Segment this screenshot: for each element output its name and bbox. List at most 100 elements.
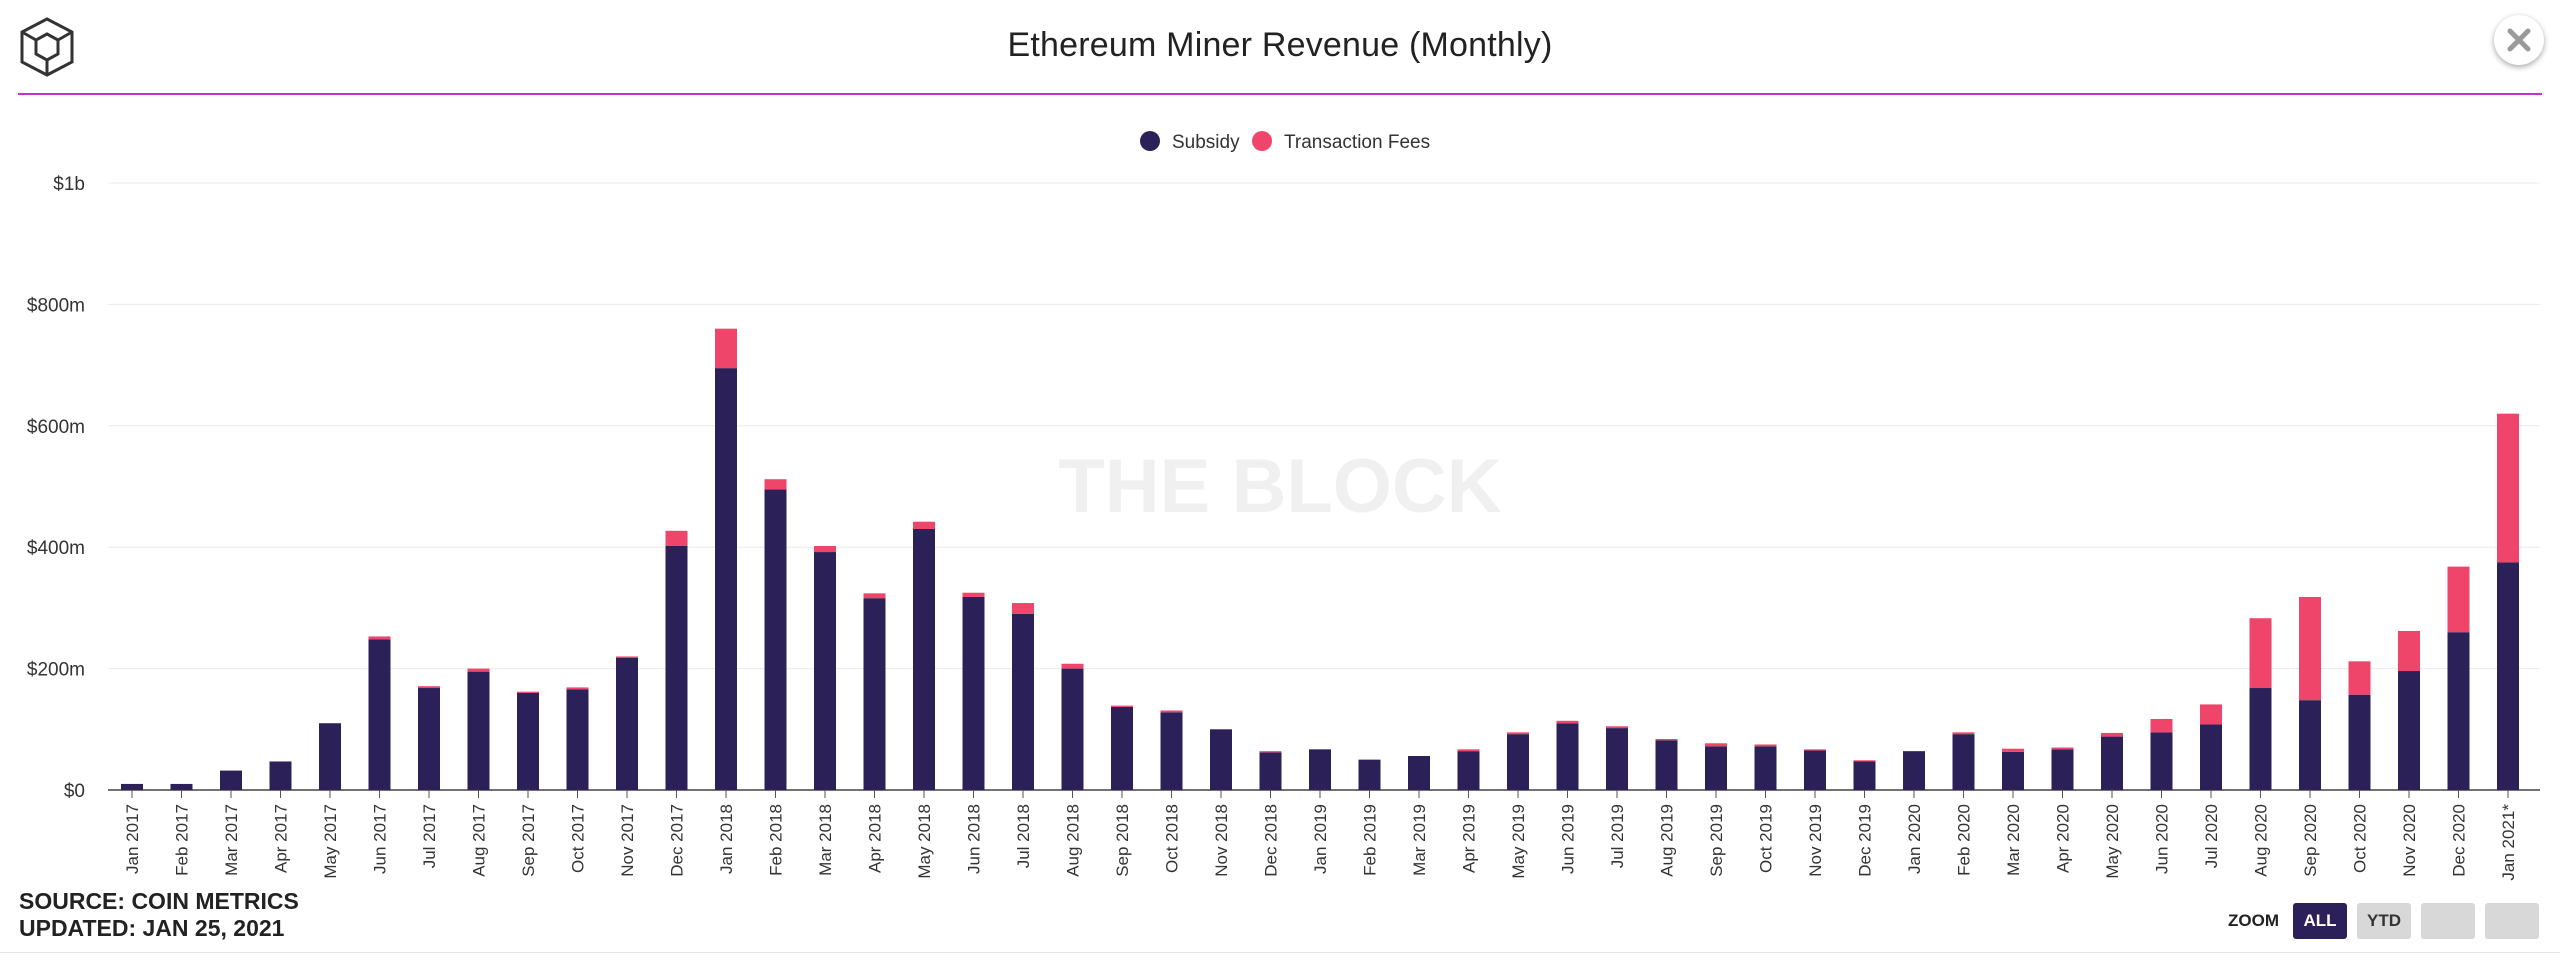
bar-subsidy bbox=[2051, 749, 2074, 790]
bar-transaction-fees bbox=[2101, 732, 2123, 737]
bar-subsidy bbox=[220, 770, 242, 790]
bar-subsidy bbox=[2299, 700, 2321, 790]
x-tick-label: May 2018 bbox=[915, 804, 934, 879]
bar-subsidy bbox=[913, 528, 935, 790]
x-tick-label: Sep 2019 bbox=[1707, 804, 1726, 877]
bar-subsidy bbox=[2447, 632, 2470, 790]
x-tick-label: Jan 2021* bbox=[2499, 804, 2518, 881]
bar-transaction-fees bbox=[1754, 744, 1777, 747]
bar-subsidy bbox=[665, 545, 688, 790]
x-tick-label: Apr 2020 bbox=[2054, 804, 2073, 873]
bar-subsidy bbox=[1606, 728, 1628, 790]
bar-transaction-fees bbox=[2150, 718, 2173, 733]
legend-swatch-subsidy bbox=[1140, 131, 1160, 151]
bar-subsidy bbox=[1111, 706, 1133, 790]
bar-transaction-fees bbox=[368, 636, 391, 640]
bar-transaction-fees bbox=[814, 545, 836, 553]
bar-transaction-fees bbox=[1160, 710, 1183, 713]
bar-transaction-fees bbox=[1012, 603, 1034, 614]
bar-subsidy bbox=[1457, 751, 1480, 790]
bar-transaction-fees bbox=[1457, 749, 1480, 752]
bar-subsidy bbox=[2398, 671, 2420, 790]
bar-transaction-fees bbox=[1556, 720, 1579, 724]
x-tick-label: Feb 2017 bbox=[173, 804, 192, 876]
x-tick-label: Oct 2018 bbox=[1163, 804, 1182, 873]
bar-transaction-fees bbox=[1804, 749, 1826, 751]
bar-subsidy bbox=[1408, 756, 1430, 790]
x-tick-label: Nov 2017 bbox=[618, 804, 637, 877]
bar-subsidy bbox=[2150, 732, 2173, 790]
bar-subsidy bbox=[1358, 759, 1381, 790]
x-tick-label: Dec 2020 bbox=[2450, 804, 2469, 877]
bar-subsidy bbox=[1160, 712, 1183, 790]
bar-subsidy bbox=[616, 657, 638, 790]
bar-subsidy bbox=[467, 671, 490, 790]
x-tick-label: Dec 2019 bbox=[1856, 804, 1875, 877]
zoom-ytd-button[interactable]: YTD bbox=[2357, 903, 2411, 939]
bar-transaction-fees bbox=[2002, 748, 2024, 752]
x-tick-label: Nov 2020 bbox=[2400, 804, 2419, 877]
x-tick-label: Jun 2017 bbox=[371, 804, 390, 874]
bar-subsidy bbox=[1556, 723, 1579, 790]
bar-transaction-fees bbox=[1655, 739, 1678, 741]
bar-transaction-fees bbox=[1111, 705, 1133, 707]
bar-subsidy bbox=[1655, 740, 1678, 790]
bar-subsidy bbox=[517, 692, 539, 790]
x-tick-label: Jun 2020 bbox=[2153, 804, 2172, 874]
bar-subsidy bbox=[764, 489, 787, 790]
bar-subsidy bbox=[1952, 734, 1975, 790]
x-tick-label: Apr 2017 bbox=[272, 804, 291, 873]
bar-subsidy bbox=[1804, 750, 1826, 790]
bar-transaction-fees bbox=[1853, 760, 1876, 762]
source-note: SOURCE: COIN METRICS UPDATED: JAN 25, 20… bbox=[19, 888, 299, 942]
bar-subsidy bbox=[1012, 613, 1034, 790]
bar-transaction-fees bbox=[2497, 413, 2519, 563]
close-button[interactable] bbox=[2494, 15, 2544, 65]
bar-subsidy bbox=[2200, 724, 2222, 790]
legend-label-subsidy: Subsidy bbox=[1172, 132, 1240, 153]
bar-transaction-fees bbox=[616, 656, 638, 658]
bar-transaction-fees bbox=[1606, 726, 1628, 729]
bar-subsidy bbox=[1210, 729, 1232, 790]
x-tick-label: Aug 2019 bbox=[1658, 804, 1677, 877]
source-label: SOURCE: COIN METRICS bbox=[19, 888, 299, 914]
x-tick-label: Jan 2019 bbox=[1311, 804, 1330, 874]
bar-transaction-fees bbox=[1952, 732, 1975, 735]
header-divider bbox=[18, 93, 2542, 95]
x-tick-label: Aug 2020 bbox=[2252, 804, 2271, 877]
y-tick-label: $0 bbox=[64, 781, 85, 802]
y-tick-label: $200m bbox=[27, 660, 85, 681]
x-tick-label: Mar 2017 bbox=[222, 804, 241, 876]
x-tick-label: May 2017 bbox=[321, 804, 340, 879]
x-tick-label: Mar 2020 bbox=[2004, 804, 2023, 876]
x-tick-label: Aug 2017 bbox=[470, 804, 489, 877]
bar-subsidy bbox=[566, 689, 589, 790]
x-tick-label: Nov 2018 bbox=[1212, 804, 1231, 877]
bar-subsidy bbox=[1309, 749, 1331, 790]
zoom-range-button-2[interactable] bbox=[2485, 903, 2539, 939]
bar-transaction-fees bbox=[2398, 630, 2420, 672]
bar-transaction-fees bbox=[913, 521, 935, 529]
bar-transaction-fees bbox=[467, 668, 490, 672]
bar-transaction-fees bbox=[715, 328, 737, 369]
x-tick-label: Sep 2018 bbox=[1113, 804, 1132, 877]
x-tick-label: May 2020 bbox=[2103, 804, 2122, 879]
bar-transaction-fees bbox=[418, 686, 440, 689]
x-tick-label: Oct 2019 bbox=[1757, 804, 1776, 873]
updated-label: UPDATED: JAN 25, 2021 bbox=[19, 915, 285, 941]
zoom-label: ZOOM bbox=[2228, 911, 2279, 930]
bar-subsidy bbox=[269, 761, 292, 790]
legend-label-transaction-fees: Transaction Fees bbox=[1284, 132, 1430, 153]
x-tick-label: Jul 2019 bbox=[1608, 804, 1627, 868]
legend-swatch-transaction-fees bbox=[1252, 131, 1272, 151]
x-tick-label: Dec 2017 bbox=[668, 804, 687, 877]
bar-subsidy bbox=[1754, 746, 1777, 790]
bottom-divider bbox=[0, 952, 2560, 953]
bar-transaction-fees bbox=[1507, 732, 1529, 735]
y-tick-label: $400m bbox=[27, 538, 85, 559]
bar-subsidy bbox=[1259, 752, 1282, 790]
zoom-range-button-1[interactable] bbox=[2421, 903, 2475, 939]
zoom-all-button[interactable]: ALL bbox=[2293, 903, 2347, 939]
zoom-controls: ZOOM ALL YTD bbox=[2228, 903, 2549, 939]
y-tick-label: $1b bbox=[53, 174, 85, 195]
